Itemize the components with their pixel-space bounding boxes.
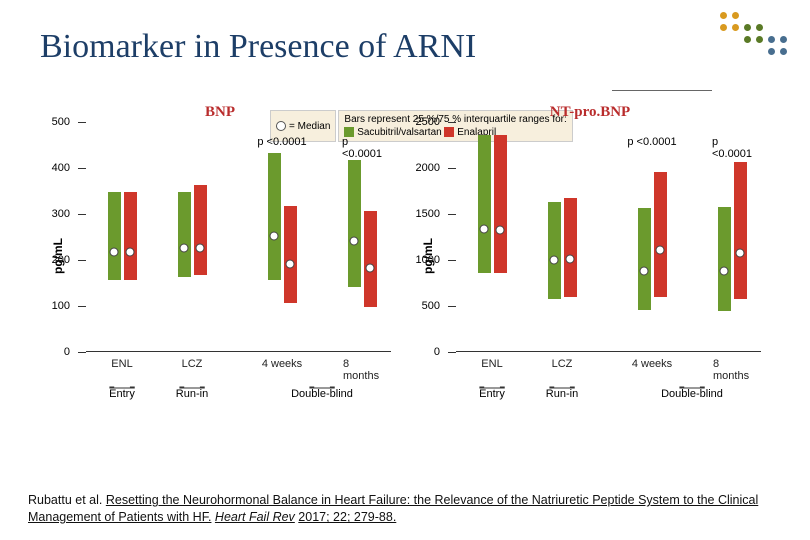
- citation-journal: Heart Fail Rev: [215, 510, 295, 524]
- x-category-label: 4 weeks: [262, 358, 302, 370]
- x-category-label: 4 weeks: [632, 358, 672, 370]
- median-marker: [640, 266, 649, 275]
- y-tick: 1500: [410, 208, 440, 220]
- median-marker: [720, 266, 729, 275]
- y-tick: 2500: [410, 116, 440, 128]
- brace-label: Run-in: [546, 388, 578, 400]
- y-tick: 300: [40, 208, 70, 220]
- x-category-label: LCZ: [552, 358, 573, 370]
- iqr-bar-ena: [564, 198, 577, 296]
- y-tick: 500: [410, 300, 440, 312]
- brace-label: Entry: [109, 388, 135, 400]
- brace-label: Double-blind: [661, 388, 723, 400]
- iqr-bar-ena: [284, 206, 297, 303]
- y-tick: 0: [410, 346, 440, 358]
- y-tick: 200: [40, 254, 70, 266]
- brace-label: Double-blind: [291, 388, 353, 400]
- iqr-bar-ena: [124, 192, 137, 279]
- citation-authors: Rubattu et al.: [28, 493, 102, 507]
- iqr-bar-sac: [548, 202, 561, 299]
- iqr-bar-sac: [268, 153, 281, 280]
- iqr-bar-sac: [348, 160, 361, 287]
- median-marker: [480, 224, 489, 233]
- median-marker: [110, 248, 119, 257]
- slide-title: Biomarker in Presence of ARNI: [40, 28, 770, 66]
- chart-title: NT-pro.BNP: [550, 104, 630, 121]
- iqr-bar-ena: [734, 162, 747, 299]
- median-marker: [350, 236, 359, 245]
- y-tick: 400: [40, 162, 70, 174]
- iqr-bar-sac: [478, 135, 491, 273]
- x-category-label: ENL: [111, 358, 132, 370]
- median-marker: [180, 243, 189, 252]
- median-marker: [196, 243, 205, 252]
- x-category-label: ENL: [481, 358, 502, 370]
- p-value-label: p <0.0001: [712, 136, 752, 160]
- iqr-bar-ena: [364, 211, 377, 308]
- x-category-label: 8 months: [713, 358, 751, 382]
- median-marker: [286, 259, 295, 268]
- median-marker: [736, 248, 745, 257]
- y-tick: 100: [40, 300, 70, 312]
- decorative-corner-dots: [720, 12, 788, 56]
- chart-title: BNP: [205, 104, 235, 121]
- y-tick: 500: [40, 116, 70, 128]
- citation: Rubattu et al. Resetting the Neurohormon…: [28, 492, 782, 526]
- chart-bnp: BNPpg/mL0100200300400500p <0.0001p <0.00…: [40, 108, 400, 403]
- median-marker: [126, 248, 135, 257]
- median-marker: [656, 245, 665, 254]
- brace-label: Run-in: [176, 388, 208, 400]
- p-value-label: p <0.0001: [627, 136, 676, 148]
- iqr-bar-ena: [494, 135, 507, 273]
- median-marker: [550, 255, 559, 264]
- median-marker: [496, 226, 505, 235]
- median-marker: [366, 264, 375, 273]
- y-tick: 2000: [410, 162, 440, 174]
- iqr-bar-ena: [654, 172, 667, 297]
- citation-year: 2017; 22; 279-88.: [298, 510, 396, 524]
- y-tick: 0: [40, 346, 70, 358]
- iqr-bar-sac: [638, 208, 651, 309]
- iqr-bar-sac: [718, 207, 731, 311]
- x-category-label: LCZ: [182, 358, 203, 370]
- median-marker: [270, 232, 279, 241]
- y-tick: 1000: [410, 254, 440, 266]
- iqr-bar-sac: [178, 192, 191, 277]
- iqr-bar-sac: [108, 192, 121, 279]
- p-value-label: p <0.0001: [342, 136, 382, 160]
- chart-ntprobnp: NT-pro.BNPpg/mL05001000150020002500p <0.…: [410, 108, 770, 403]
- x-category-label: 8 months: [343, 358, 381, 382]
- p-value-label: p <0.0001: [257, 136, 306, 148]
- median-marker: [566, 254, 575, 263]
- brace-label: Entry: [479, 388, 505, 400]
- iqr-bar-ena: [194, 185, 207, 275]
- decorative-line: [612, 90, 712, 91]
- charts-container: BNPpg/mL0100200300400500p <0.0001p <0.00…: [40, 108, 770, 403]
